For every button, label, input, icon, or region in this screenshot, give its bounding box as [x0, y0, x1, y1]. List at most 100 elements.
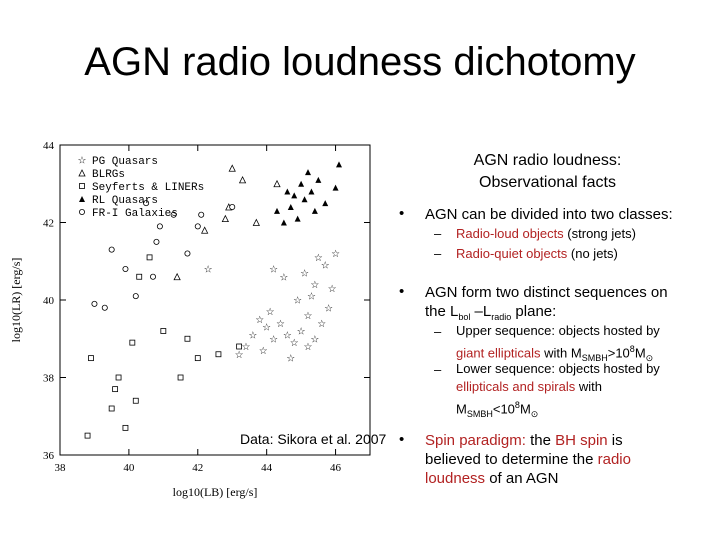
bullet-glyph: • [399, 205, 405, 222]
pg-quasars-point: ☆ [310, 334, 319, 345]
rl-quasars-point [308, 188, 315, 195]
pg-quasars-point: ☆ [255, 315, 264, 326]
pg-quasars-point: ☆ [262, 323, 271, 334]
pg-quasars-point: ☆ [321, 261, 330, 272]
sub-bullet-radio-quiet: Radio-quiet objects (no jets) [456, 246, 618, 261]
seyferts-liners-point [194, 355, 201, 362]
x-tick-label: 42 [192, 462, 203, 474]
y-axis-label: log10(LR) [erg/s] [9, 258, 23, 343]
y-tick-label: 40 [43, 295, 55, 307]
pg-quasars-point: ☆ [269, 265, 278, 276]
seyferts-liners-point [136, 273, 143, 280]
pg-quasars-point: ☆ [290, 338, 299, 349]
y-tick-label: 44 [43, 140, 55, 152]
seyferts-liners-point [129, 339, 136, 346]
fr-i-galaxies-point [101, 304, 108, 311]
blrgs-point [228, 164, 236, 172]
seyferts-liners-point [132, 397, 139, 404]
pg-quasars-point: ☆ [242, 342, 251, 353]
pg-quasars-point: ☆ [310, 280, 319, 291]
fr-i-galaxies-point [156, 223, 163, 230]
legend-marker [79, 196, 85, 202]
data-credit: Data: Sikora et al. 2007 [240, 431, 387, 447]
legend-label: PG Quasars [92, 156, 158, 168]
seyferts-liners-point [112, 386, 119, 393]
blrgs-point [238, 175, 247, 184]
pg-quasars-point: ☆ [293, 296, 302, 307]
fr-i-galaxies-point [91, 300, 98, 307]
fr-i-galaxies-point [132, 293, 139, 300]
sub-bullet-upper-sequence: Upper sequence: objects hosted by giant … [456, 323, 660, 363]
rl-quasars-point [284, 188, 291, 195]
x-axis-label: log10(LB) [erg/s] [173, 485, 258, 499]
pg-quasars-point: ☆ [317, 319, 326, 330]
rl-quasars-point [274, 207, 280, 214]
fr-i-galaxies-point [108, 246, 115, 253]
pg-quasars-point: ☆ [324, 303, 333, 314]
fr-i-galaxies-point [149, 273, 156, 280]
blrgs-point [221, 214, 229, 223]
pg-quasars-point: ☆ [304, 311, 313, 322]
y-tick-label: 38 [43, 373, 55, 385]
seyferts-liners-point [88, 355, 94, 362]
slide-title: AGN radio loudness dichotomy [84, 40, 636, 84]
legend-label: BLRGs [92, 169, 125, 181]
seyferts-liners-point [84, 432, 91, 439]
rl-quasars-point [298, 180, 305, 187]
rl-quasars-point [294, 215, 301, 222]
seyferts-liners-point [108, 405, 115, 412]
seyferts-liners-point [177, 374, 184, 381]
rl-quasars-point [287, 204, 294, 210]
dash-glyph: – [434, 362, 442, 377]
seyferts-liners-point [115, 374, 122, 381]
seyferts-liners-point [146, 254, 153, 261]
blrgs-point [201, 226, 209, 234]
rl-quasars-point [315, 176, 322, 183]
blrgs-point [173, 272, 181, 281]
fr-i-galaxies-point [143, 200, 150, 207]
pg-quasars-point: ☆ [304, 342, 313, 353]
pg-quasars-point: ☆ [269, 334, 278, 345]
sub-bullet-radio-loud: Radio-loud objects (strong jets) [456, 226, 636, 241]
legend-marker [78, 169, 86, 177]
legend-label: Seyferts & LINERs [92, 182, 204, 194]
legend-marker [79, 183, 85, 189]
legend-marker: ☆ [78, 156, 87, 167]
rl-quasars-point [336, 161, 342, 168]
blrgs-point [252, 218, 260, 226]
legend-marker [79, 209, 86, 216]
rl-quasars-point [332, 184, 339, 191]
legend-label: RL Quasars [92, 195, 158, 207]
pg-quasars-point: ☆ [283, 330, 292, 341]
x-tick-label: 44 [261, 462, 273, 474]
pg-quasars-point: ☆ [204, 265, 213, 276]
blrgs-point [273, 179, 281, 188]
fr-i-galaxies-point [229, 204, 236, 211]
pg-quasars-point: ☆ [276, 319, 285, 330]
pg-quasars-point: ☆ [307, 292, 316, 303]
pg-quasars-point: ☆ [279, 272, 288, 283]
dash-glyph: – [434, 226, 442, 241]
pg-quasars-point: ☆ [286, 354, 295, 365]
y-tick-label: 36 [43, 450, 55, 462]
pg-quasars-point: ☆ [300, 268, 309, 279]
rl-quasars-point [291, 192, 298, 199]
y-tick-label: 42 [43, 218, 54, 230]
fr-i-galaxies-point [194, 223, 201, 230]
sub-bullet-lower-sequence: Lower sequence: objects hosted by ellipt… [456, 361, 660, 419]
seyferts-liners-point [160, 328, 167, 334]
pg-quasars-point: ☆ [248, 330, 257, 341]
x-tick-label: 46 [330, 462, 342, 474]
rl-quasars-point [311, 207, 318, 214]
bullet-3: Spin paradigm: the BH spin is believed t… [425, 432, 631, 487]
x-tick-label: 38 [55, 462, 67, 474]
rl-quasars-point [280, 219, 287, 226]
bullet-glyph: • [399, 283, 405, 300]
rl-quasars-point [322, 200, 329, 207]
seyferts-liners-point [184, 335, 191, 342]
fr-i-galaxies-point [170, 211, 177, 218]
pg-quasars-point: ☆ [297, 327, 306, 338]
bullet-2: AGN form two distinct sequences on the L… [425, 284, 668, 322]
fr-i-galaxies-point [184, 250, 191, 257]
